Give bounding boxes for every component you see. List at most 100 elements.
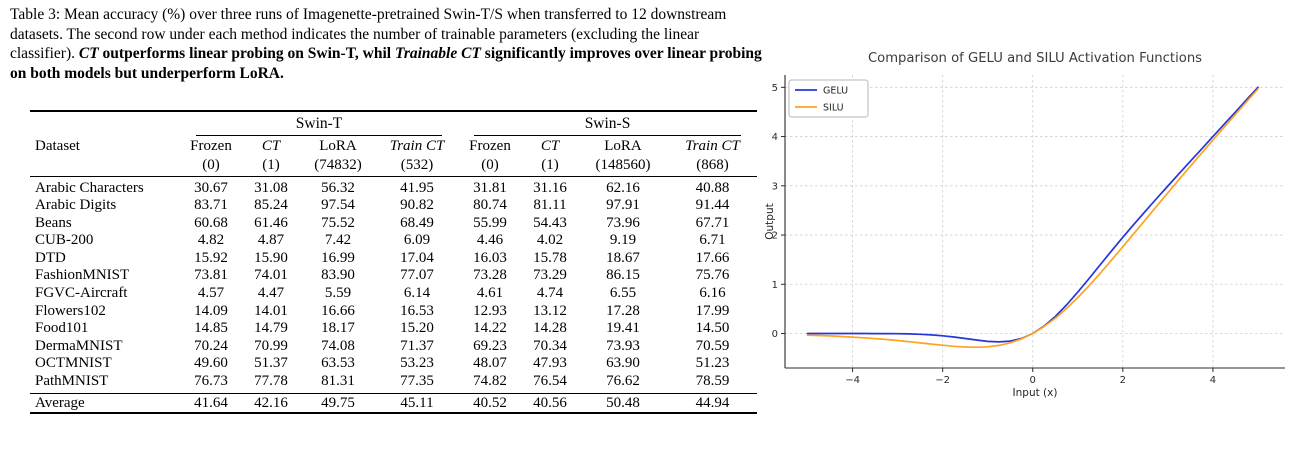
table-caption: Table 3: Mean accuracy (%) over three ru… [10,5,762,83]
value-cell: 45.11 [376,393,458,414]
caption-text-ct: CT [78,45,99,62]
col-header-ct-s: CT (1) [522,136,578,177]
x-tick-label: 0 [1030,375,1036,386]
dataset-name: CUB-200 [35,232,94,249]
value-cell: 31.81 [473,179,507,196]
caption-text-bold-1: outperforms linear probing on Swin-T, wh… [98,45,395,62]
table-footer: Average 41.64 42.16 49.75 45.11 40.52 40.56 50.… [30,393,758,414]
value-cell: 63.53 [321,355,355,372]
caption-text-bold-2: significantly improves over linear probi… [10,45,762,82]
table-row: DTD 15.92 15.90 16.99 17.04 16.03 15.78 18.67 17… [30,250,757,268]
dataset-name: OCTMNIST [35,355,112,372]
value-cell: 14.50 [695,320,730,337]
dataset-name: DermaMNIST [35,337,123,354]
value-cell: 14.28 [533,320,567,337]
x-tick-label: −4 [845,375,860,386]
value-cell: 74.01 [254,267,288,284]
value-cell: 47.93 [533,355,567,372]
value-cell: 19.41 [606,320,640,337]
group-label: Swin-S [474,115,742,136]
legend-label-silu: SILU [823,103,844,114]
value-cell: 90.82 [400,197,434,214]
table-row: Flowers102 14.09 14.01 16.66 16.53 12.93 13.12… [30,303,757,321]
value-cell: 60.68 [194,214,228,231]
value-cell: 40.52 [458,393,522,414]
value-cell: 76.54 [533,373,567,390]
value-cell: 73.93 [606,337,640,354]
value-cell: 14.22 [473,320,507,337]
value-cell: 61.46 [254,214,288,231]
table-row: Arabic Characters 30.67 31.08 56.32 41.95 31.… [30,177,757,198]
value-cell: 4.02 [536,232,564,249]
value-cell: 42.16 [242,393,300,414]
table-row: OCTMNIST 49.60 51.37 63.53 53.23 48.07 47.93 63… [30,355,757,373]
legend-label-gelu: GELU [823,86,848,97]
y-tick-label: 0 [772,329,778,340]
value-cell: 15.78 [533,249,567,266]
value-cell: 4.46 [476,232,504,249]
dataset-name: Arabic Digits [35,197,117,214]
value-cell: 62.16 [606,179,640,196]
value-cell: 30.67 [194,179,228,196]
value-cell: 6.55 [609,285,637,302]
value-cell: 83.90 [321,267,355,284]
x-tick-label: 2 [1120,375,1126,386]
chart-title: Comparison of GELU and SILU Activation F… [868,51,1202,66]
value-cell: 40.56 [522,393,578,414]
group-header-row: Swin-T Swin-S [30,111,757,136]
value-cell: 6.14 [403,285,431,302]
value-cell: 85.24 [254,197,288,214]
column-header-row: Dataset Frozen (0) CT (1) LoRA (74832) Trai… [30,136,758,177]
value-cell: 54.43 [533,214,567,231]
value-cell: 68.49 [400,214,434,231]
value-cell: 75.76 [695,267,730,284]
value-cell: 6.09 [403,232,431,249]
value-cell: 16.66 [321,302,355,319]
table-row: FGVC-Aircraft 4.57 4.47 5.59 6.14 4.61 4.74 6.5… [30,285,757,303]
value-cell: 5.59 [324,285,352,302]
col-header-trainct-t: Train CT (532) [376,136,458,177]
value-cell: 4.57 [197,285,225,302]
y-tick-label: 4 [772,132,778,143]
results-table: Swin-T Swin-S Dataset Frozen (0) CT (1) Lo… [30,110,758,415]
x-axis-label: Input (x) [1013,387,1058,399]
value-cell: 9.19 [609,232,637,249]
value-cell: 63.90 [606,355,640,372]
value-cell: 6.71 [699,232,726,249]
group-header-swin-t: Swin-T [180,111,458,136]
results-table-wrapper: Swin-T Swin-S Dataset Frozen (0) CT (1) Lo… [30,110,758,415]
value-cell: 13.12 [533,302,567,319]
value-cell: 73.81 [194,267,228,284]
group-header-swin-s: Swin-S [458,111,757,136]
value-cell: 15.90 [254,249,288,266]
value-cell: 69.23 [473,337,507,354]
value-cell: 4.82 [197,232,225,249]
value-cell: 51.23 [695,355,730,372]
col-header-frozen-t: Frozen (0) [180,136,242,177]
x-tick-label: −2 [935,375,950,386]
dataset-name: FashionMNIST [35,267,130,284]
group-label: Swin-T [196,115,442,136]
table-body: Arabic Characters 30.67 31.08 56.32 41.95 31.… [30,177,757,394]
value-cell: 73.29 [533,267,567,284]
dataset-name: PathMNIST [35,373,109,390]
dataset-header: Dataset [30,136,180,177]
value-cell: 49.60 [194,355,228,372]
average-row: Average 41.64 42.16 49.75 45.11 40.52 40.56 50.… [30,393,758,414]
caption-text-normal: Table 3: Mean accuracy (%) over three ru… [10,6,727,62]
value-cell: 76.62 [606,373,640,390]
value-cell: 14.09 [194,302,228,319]
value-cell: 18.17 [321,320,355,337]
value-cell: 74.82 [473,373,507,390]
y-tick-label: 1 [772,280,778,291]
value-cell: 41.64 [180,393,242,414]
value-cell: 31.16 [533,179,567,196]
value-cell: 17.28 [606,302,640,319]
value-cell: 73.96 [606,214,640,231]
x-tick-label: 4 [1210,375,1216,386]
value-cell: 7.42 [324,232,352,249]
activation-chart: −4 −2 0 2 4 0 1 2 3 4 5 GELU SILU Comparison of GELU … [764,40,1290,454]
y-tick-label: 5 [772,83,778,94]
value-cell: 15.20 [400,320,434,337]
